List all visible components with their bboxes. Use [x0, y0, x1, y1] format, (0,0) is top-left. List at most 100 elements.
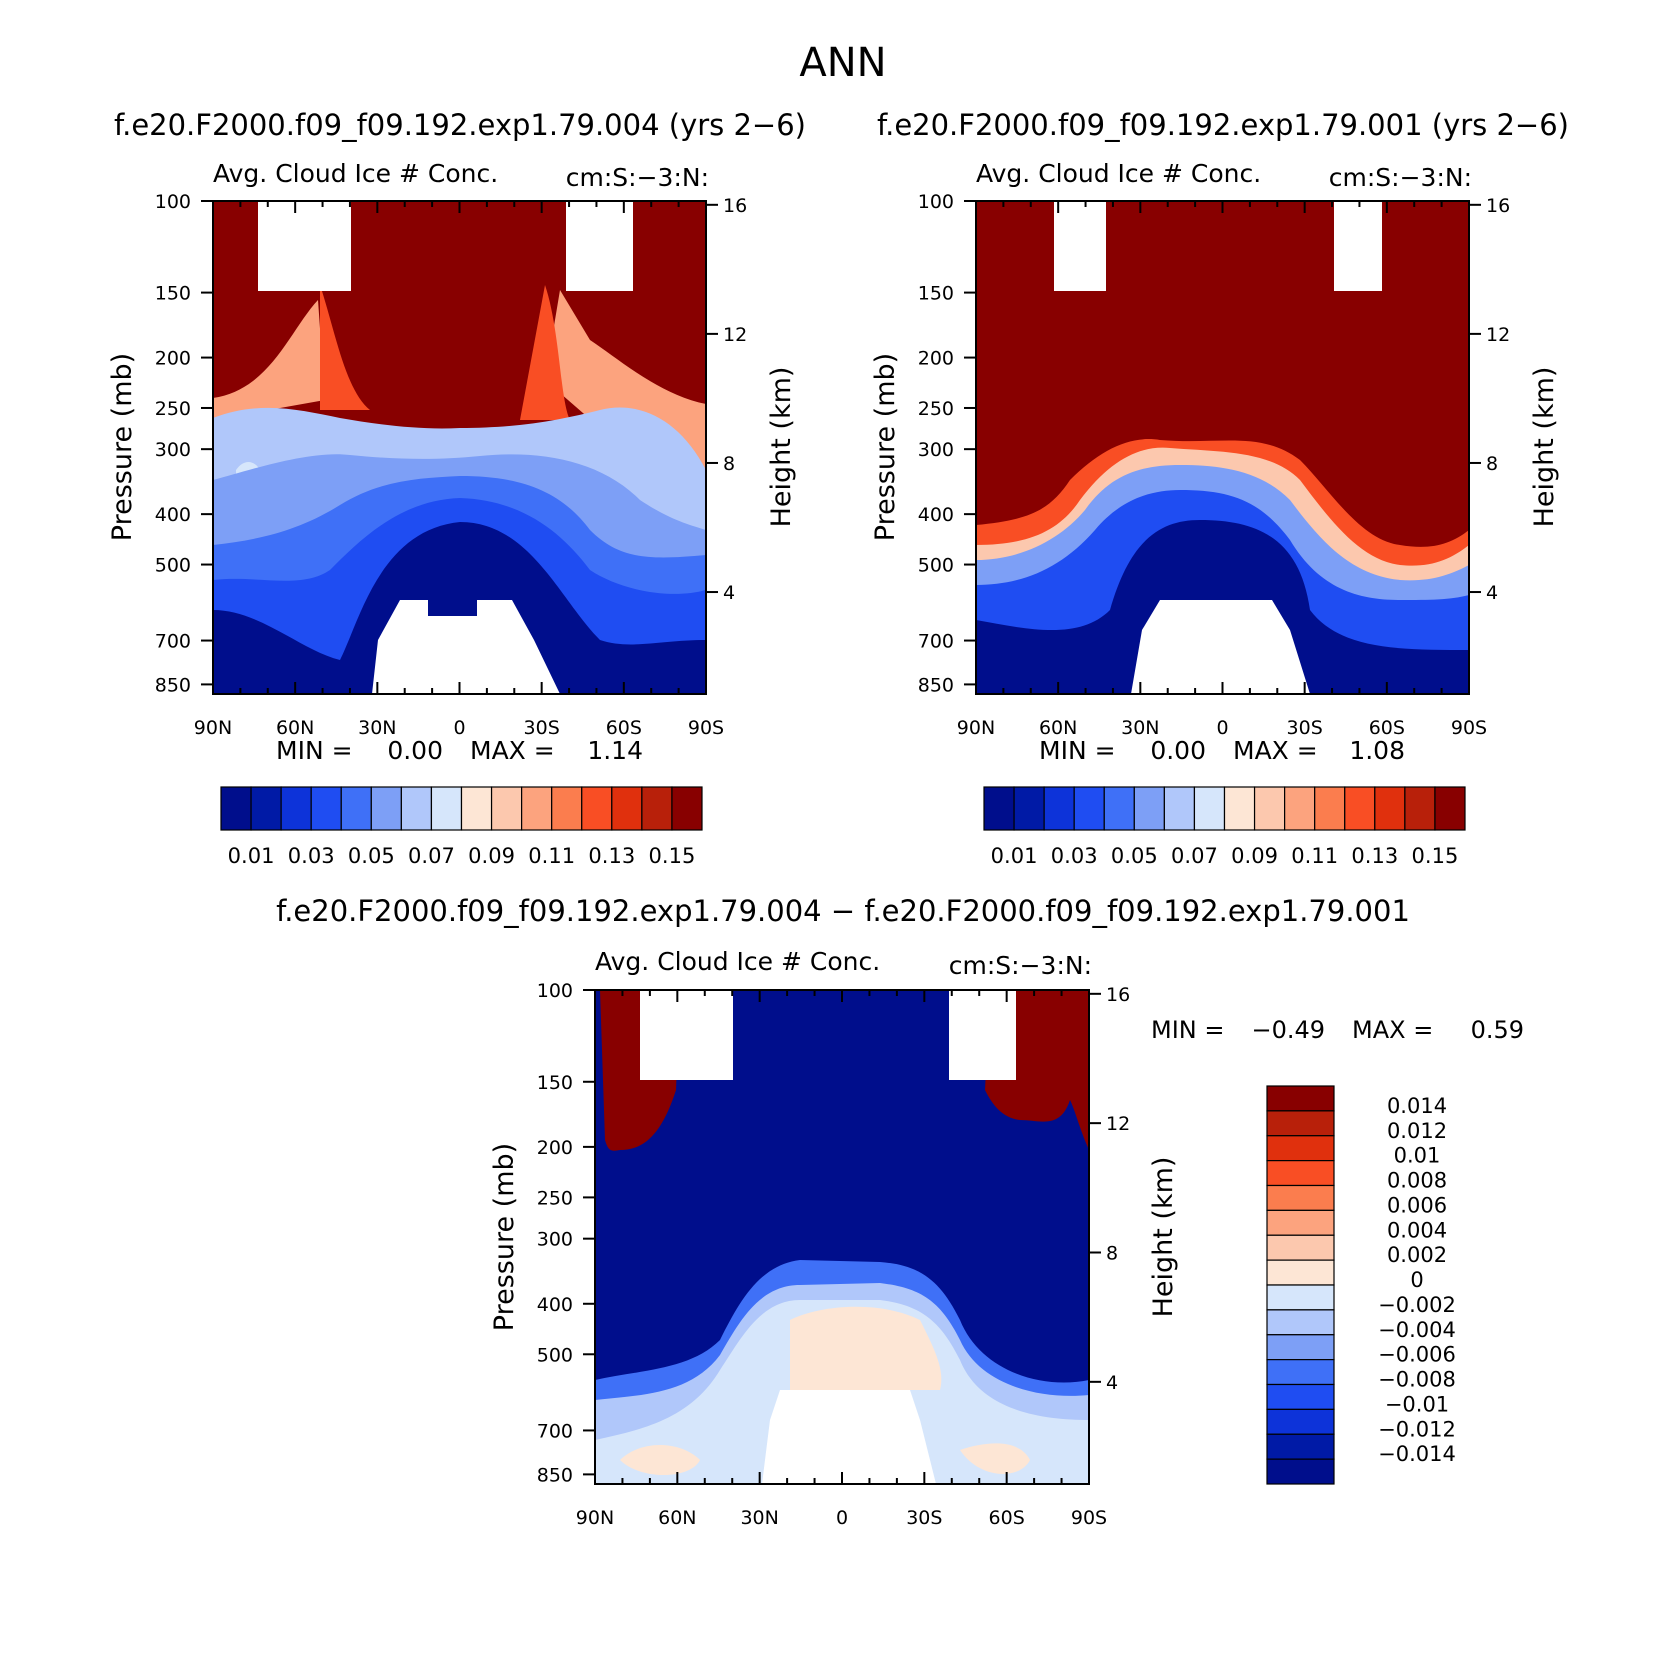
- colorbar-label: 0.002: [1387, 1243, 1447, 1267]
- panel1-max-value: 1.14: [587, 736, 643, 765]
- y-tick-label: 300: [918, 439, 954, 461]
- panel3-units: cm:S:−3:N:: [949, 951, 1092, 980]
- colorbar-label: 0.008: [1387, 1169, 1447, 1193]
- colorbar-label: 0.13: [588, 844, 635, 868]
- colorbar-label: 0.05: [1111, 844, 1158, 868]
- colorbar-label: 0.01: [991, 844, 1038, 868]
- y-tick-label: 700: [537, 1420, 573, 1442]
- x-tick-label: 0: [836, 1507, 848, 1529]
- x-tick-label: 0: [453, 717, 465, 739]
- colorbar-label: 0.05: [348, 844, 395, 868]
- colorbar-swatch: [521, 786, 553, 831]
- colorbar-swatch: [280, 786, 312, 831]
- y-tick-label: 200: [918, 348, 954, 370]
- panel2-ylabel: Pressure (mb): [870, 353, 901, 541]
- y2-tick-label: 16: [1106, 984, 1130, 1006]
- y-tick-label: 100: [155, 191, 191, 213]
- panel3-min-label: MIN =: [1151, 1016, 1224, 1044]
- colorbar-swatch: [1284, 786, 1316, 831]
- colorbar-label: 0.006: [1387, 1193, 1447, 1217]
- colorbar-label: 0.11: [528, 844, 575, 868]
- colorbar-swatch: [983, 786, 1015, 831]
- x-tick-label: 90S: [1071, 1507, 1107, 1529]
- panel3-left-title: Avg. Cloud Ice # Conc.: [595, 947, 880, 976]
- colorbar-label: 0.09: [1231, 844, 1278, 868]
- panel2-colorbar: [983, 786, 1466, 831]
- panel1-left-title: Avg. Cloud Ice # Conc.: [213, 159, 498, 188]
- colorbar-swatch: [430, 786, 463, 831]
- colorbar-swatch: [1266, 1085, 1335, 1112]
- colorbar-swatch: [1266, 1433, 1335, 1460]
- colorbar-label: −0.004: [1378, 1318, 1456, 1342]
- colorbar-label: 0.13: [1351, 844, 1398, 868]
- panel3-y2label: Height (km): [1148, 1157, 1179, 1318]
- colorbar-label: 0.004: [1387, 1218, 1447, 1242]
- colorbar-swatch: [1266, 1408, 1335, 1435]
- panel2-min-value: 0.00: [1150, 736, 1206, 765]
- colorbar-label: 0.15: [649, 844, 696, 868]
- colorbar-label: −0.006: [1378, 1343, 1456, 1367]
- colorbar-label: −0.014: [1378, 1442, 1456, 1466]
- colorbar-swatch: [1266, 1383, 1335, 1410]
- x-tick-label: 60S: [1369, 717, 1405, 739]
- colorbar-label: −0.008: [1378, 1368, 1456, 1392]
- colorbar-label: 0.014: [1387, 1094, 1447, 1118]
- colorbar-label: 0.11: [1291, 844, 1338, 868]
- panel3-y2-axis: 16 12 8 4: [1089, 984, 1130, 1394]
- colorbar-label: 0.01: [1394, 1144, 1441, 1168]
- x-tick-label: 30N: [1121, 717, 1159, 739]
- colorbar-swatch: [1266, 1160, 1335, 1187]
- colorbar-swatch: [1434, 786, 1466, 831]
- panel1-y2label: Height (km): [766, 367, 797, 528]
- colorbar-swatch: [250, 786, 282, 831]
- panel1-y-axis: 100 150 200 250 300 400 500 700 850: [155, 191, 213, 696]
- colorbar-swatch: [551, 786, 583, 831]
- colorbar-swatch: [1266, 1259, 1335, 1286]
- x-tick-label: 60S: [606, 717, 642, 739]
- colorbar-swatch: [1163, 786, 1196, 831]
- x-tick-label: 30N: [358, 717, 396, 739]
- x-tick-label: 90N: [957, 717, 995, 739]
- panel1-units: cm:S:−3:N:: [566, 163, 709, 192]
- colorbar-swatch: [1266, 1458, 1335, 1485]
- colorbar-swatch: [1266, 1359, 1335, 1386]
- panel3-field: [595, 990, 1089, 1484]
- colorbar-swatch: [1314, 786, 1346, 831]
- colorbar-label: 0: [1410, 1268, 1423, 1292]
- colorbar-swatch: [220, 786, 252, 831]
- figure-title: ANN: [799, 40, 886, 86]
- colorbar-swatch: [581, 786, 613, 831]
- colorbar-swatch: [1266, 1334, 1335, 1361]
- x-tick-label: 30S: [524, 717, 560, 739]
- panel1-min-label: MIN =: [276, 736, 353, 765]
- y-tick-label: 400: [537, 1294, 573, 1316]
- panel2-case-title: f.e20.F2000.f09_f09.192.exp1.79.001 (yrs…: [877, 108, 1569, 142]
- y-tick-label: 250: [918, 398, 954, 420]
- colorbar-swatch: [1266, 1110, 1335, 1137]
- y-tick-label: 850: [537, 1464, 573, 1486]
- y-tick-label: 300: [155, 439, 191, 461]
- colorbar-swatch: [370, 786, 402, 831]
- panel3-y-axis: 100 150 200 250 300 400 500 700 850: [537, 980, 595, 1486]
- panel3-ylabel: Pressure (mb): [489, 1143, 520, 1331]
- colorbar-swatch: [1266, 1309, 1335, 1336]
- y-tick-label: 850: [918, 674, 954, 696]
- y-tick-label: 200: [155, 348, 191, 370]
- panel3-max-value: 0.59: [1471, 1016, 1524, 1044]
- colorbar-swatch: [1193, 786, 1226, 831]
- y-tick-label: 150: [918, 283, 954, 305]
- colorbar-swatch: [1073, 786, 1105, 831]
- colorbar-swatch: [490, 786, 523, 831]
- difference-title: f.e20.F2000.f09_f09.192.exp1.79.004 − f.…: [276, 894, 1410, 928]
- x-tick-label: 90N: [576, 1507, 614, 1529]
- panel1-max-label: MAX =: [470, 736, 555, 765]
- colorbar-swatch: [1266, 1184, 1335, 1211]
- y-tick-label: 150: [155, 283, 191, 305]
- y-tick-label: 500: [918, 555, 954, 577]
- colorbar-swatch: [1253, 786, 1286, 831]
- panel2-max-value: 1.08: [1349, 736, 1405, 765]
- panel1-x-axis: 90N 60N 30N 0 30S 60S 90S: [194, 201, 724, 739]
- colorbar-label: −0.012: [1378, 1417, 1456, 1441]
- colorbar-label: 0.012: [1387, 1119, 1447, 1143]
